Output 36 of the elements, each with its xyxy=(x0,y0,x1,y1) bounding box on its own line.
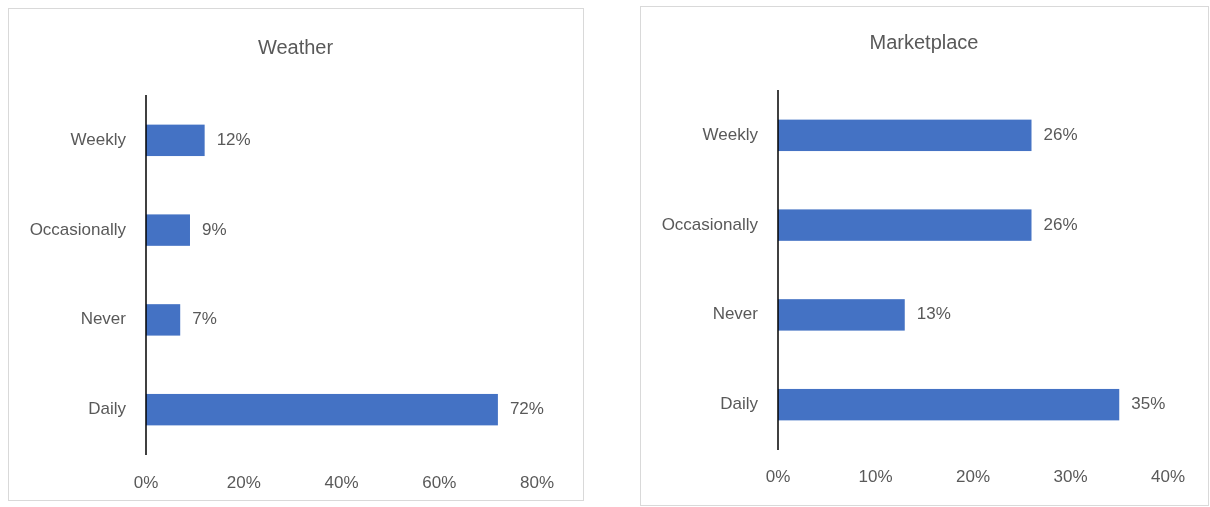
bar xyxy=(778,299,905,331)
data-label: 26% xyxy=(1043,214,1078,234)
bar xyxy=(778,119,1032,152)
x-tick-label: 30% xyxy=(1053,467,1088,487)
y-tick-label: Daily xyxy=(720,394,759,414)
chart-title: Marketplace xyxy=(869,31,979,54)
x-tick-label: 0% xyxy=(133,473,159,493)
x-tick-label: 10% xyxy=(858,467,893,487)
y-tick-label: Weekly xyxy=(702,124,759,144)
bar xyxy=(146,214,190,246)
x-tick-label: 80% xyxy=(519,473,555,493)
y-tick-label: Daily xyxy=(88,399,127,419)
y-tick-label: Weekly xyxy=(70,129,127,149)
data-label: 13% xyxy=(916,304,951,324)
data-label: 7% xyxy=(192,309,217,329)
x-tick-label: 20% xyxy=(955,467,991,487)
bar xyxy=(146,124,205,157)
bar xyxy=(778,209,1032,241)
bar xyxy=(146,304,181,336)
chart-title: Weather xyxy=(257,36,334,59)
y-tick-label: Occasionally xyxy=(29,219,127,239)
y-tick-label: Never xyxy=(80,309,127,329)
x-tick-label: 40% xyxy=(324,473,359,493)
x-tick-label: 40% xyxy=(1150,467,1186,487)
data-label: 35% xyxy=(1131,394,1166,414)
bar xyxy=(146,393,498,426)
y-tick-label: Occasionally xyxy=(661,214,759,234)
data-label: 12% xyxy=(216,129,251,149)
bar xyxy=(778,388,1120,421)
y-tick-label: Never xyxy=(712,304,759,324)
data-label: 72% xyxy=(509,399,544,419)
data-label: 26% xyxy=(1043,124,1078,144)
x-tick-label: 20% xyxy=(226,473,261,493)
data-label: 9% xyxy=(201,219,227,239)
x-tick-label: 0% xyxy=(765,467,791,487)
x-tick-label: 60% xyxy=(422,473,457,493)
